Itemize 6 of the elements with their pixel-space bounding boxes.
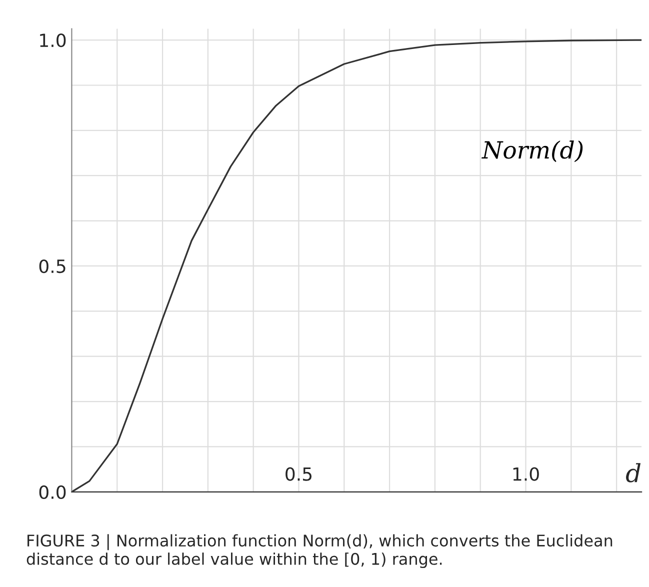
y-tick-label: 0.5 [39, 259, 66, 274]
y-tick-label: 0.0 [39, 485, 66, 500]
y-tick-label: 1.0 [40, 34, 66, 48]
x-axis-title: d [626, 463, 641, 482]
caption: FIGURE 3 | Normalization function Norm(d), which converts the Euclidean distance d to our label value within the [0, 1) range. [26, 534, 612, 568]
text: Norm(d) [482, 140, 583, 162]
